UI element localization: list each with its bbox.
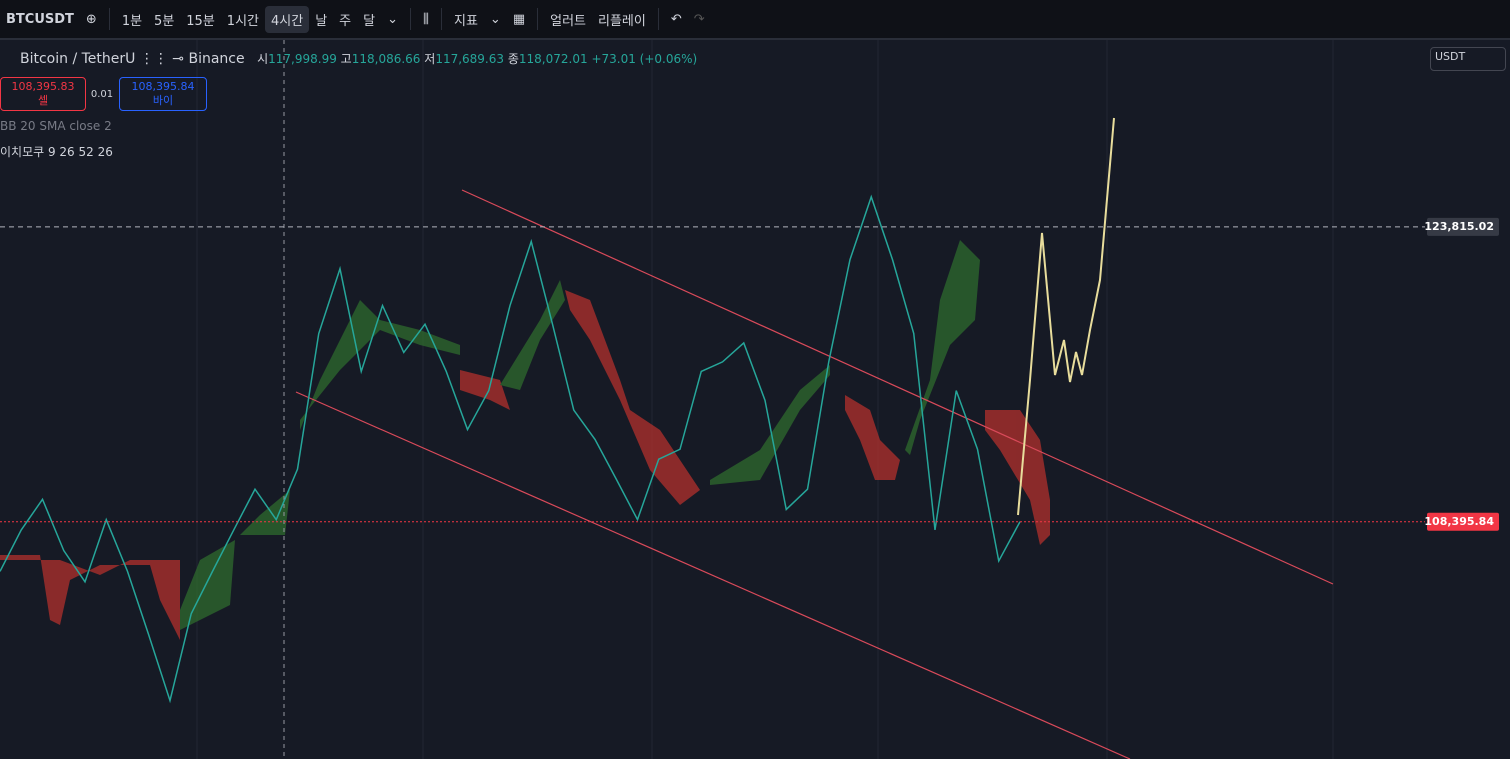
l-label: 저 (424, 52, 436, 66)
legend: Bitcoin / TetherU ⋮⋮ ⊸ Binance 시117,998.… (20, 51, 698, 67)
replay[interactable]: 리플레이 (598, 13, 646, 29)
trend-lines (295, 189, 1334, 759)
price-badge-label: 123,815.02 (1424, 220, 1494, 233)
interval[interactable]: 4시간 (265, 5, 310, 33)
symbol[interactable]: BTCUSDT (6, 11, 74, 27)
sell-price: 108,395.83 (11, 80, 75, 93)
c-label: 종 (507, 52, 519, 66)
more[interactable]: ⌄ (387, 11, 399, 27)
open: 117,998.99 (268, 52, 337, 66)
low: 117,689.63 (435, 52, 505, 66)
interval[interactable]: 주 (339, 13, 352, 29)
sell-label: 셀 (37, 94, 49, 107)
currency-select[interactable]: USDT (1430, 47, 1506, 71)
buy-button[interactable]: 108,395.84 바이 (119, 77, 207, 111)
buy-price: 108,395.84 (131, 80, 195, 93)
chart-type[interactable]: ⫼ (423, 11, 429, 27)
indicators[interactable]: 지표 (454, 13, 478, 29)
v-grid (196, 40, 1334, 759)
h-label: 고 (340, 52, 352, 66)
buy-label: 바이 (152, 94, 174, 107)
toolbar: BTCUSDT ⊕ 1분 5분 15분 1시간 4시간 날 주 달 ⌄ ⫼ 지표… (0, 0, 1510, 40)
high: 118,086.66 (351, 52, 421, 66)
undo[interactable]: ↶ (670, 11, 682, 27)
interval[interactable]: 달 (363, 13, 376, 29)
interval[interactable]: 5분 (154, 13, 175, 29)
change: +73.01 (+0.06%) (591, 52, 698, 66)
add-symbol[interactable]: ⊕ (85, 11, 97, 27)
close: 118,072.01 (518, 52, 588, 66)
interval[interactable]: 1시간 (226, 13, 259, 29)
price-scale (1425, 40, 1510, 759)
exchange: Binance (188, 51, 245, 67)
spread: 0.01 (90, 89, 114, 100)
price-badge (1427, 512, 1499, 531)
more[interactable]: ⌄ (489, 11, 501, 27)
bb-indicator[interactable]: BB 20 SMA close 2 (0, 119, 112, 133)
ichimoku-indicator[interactable]: 이치모쿠 9 26 52 26 (0, 145, 113, 159)
ohlc: 시117,998.99 고118,086.66 저117,689.63 종118… (257, 52, 697, 66)
ichimoku-cloud (0, 240, 1050, 640)
price-line (0, 194, 1021, 704)
price-badge (1427, 217, 1499, 236)
interval[interactable]: 15분 (186, 13, 215, 29)
symbol-name: Bitcoin / TetherU (20, 51, 136, 67)
sell-button[interactable]: 108,395.83 셀 (0, 77, 86, 111)
interval[interactable]: 날 (315, 13, 328, 29)
projection-path (1017, 117, 1115, 516)
redo[interactable]: ↷ (693, 11, 705, 27)
interval[interactable]: 1분 (121, 13, 143, 29)
alert[interactable]: 얼러트 (550, 13, 587, 29)
price-badge-label: 108,395.84 (1424, 515, 1494, 528)
o-label: 시 (257, 52, 269, 66)
templates[interactable]: ▦ (512, 11, 526, 27)
